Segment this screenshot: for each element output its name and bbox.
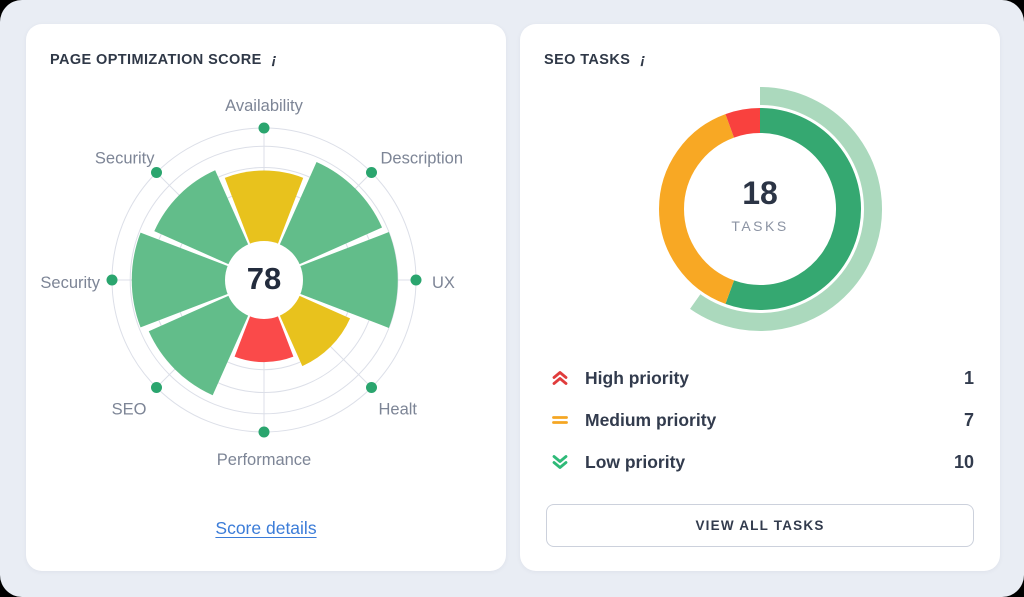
high-priority-row: High priority 1	[550, 357, 974, 399]
score-value: 78	[246, 261, 282, 296]
axis-dot	[106, 274, 118, 286]
score-sector-performance	[234, 280, 294, 363]
score-details-link[interactable]: Score details	[215, 518, 317, 538]
donut-halo-arc	[690, 87, 883, 331]
donut-segment-medium-priority	[659, 114, 735, 304]
page-optimization-score-card: PAGE OPTIMIZATION SCORE ¡ Availability De…	[26, 24, 506, 571]
score-sector-availability	[224, 170, 304, 280]
double-chevron-up-icon	[552, 371, 568, 385]
axis-label-performance: Performance	[217, 451, 311, 469]
priority-list: High priority 1 Medium priority 7 Low pr…	[550, 357, 974, 483]
score-hub	[225, 241, 303, 319]
axis-dot	[151, 167, 162, 178]
priority-value: 1	[963, 367, 974, 388]
seo-tasks-card: SEO TASKS ¡ 18 TASKS High priority 1	[520, 24, 1000, 571]
axis-dot	[410, 274, 422, 286]
info-icon[interactable]: ¡	[271, 51, 278, 68]
donut-segment-low-priority	[725, 108, 861, 310]
axis-label-seo: SEO	[112, 401, 147, 419]
axis-dot	[151, 382, 162, 393]
tasks-card-title-text: SEO TASKS	[544, 52, 631, 68]
tasks-total-label: TASKS	[731, 218, 789, 234]
axis-label-description: Description	[381, 150, 464, 168]
axis-dot	[366, 382, 377, 393]
view-all-tasks-button[interactable]: VIEW ALL TASKS	[546, 504, 974, 547]
axis-dot	[258, 426, 270, 438]
score-card-title-text: PAGE OPTIMIZATION SCORE	[50, 52, 262, 68]
score-sector-seo	[148, 280, 264, 396]
axis-label-security: Security	[95, 150, 155, 168]
donut-center: 18 TASKS	[660, 177, 860, 234]
info-icon[interactable]: ¡	[640, 51, 646, 68]
axis-label-security: Security	[40, 274, 100, 292]
priority-value: 10	[953, 451, 974, 472]
medium-priority-row: Medium priority 7	[550, 399, 974, 441]
priority-label: High priority	[585, 367, 690, 388]
axis-label-healt: Healt	[379, 401, 418, 419]
score-sector-security	[131, 232, 264, 328]
donut-segment-high-priority	[725, 108, 761, 138]
priority-value: 7	[963, 409, 974, 430]
axis-dot	[258, 122, 270, 134]
score-card-title: PAGE OPTIMIZATION SCORE ¡	[50, 51, 277, 68]
score-details-link-wrap: Score details	[26, 518, 506, 539]
double-bar-icon	[552, 416, 568, 424]
low-priority-row: Low priority 10	[550, 441, 974, 483]
priority-label: Low priority	[585, 451, 686, 472]
optimization-score-chart: Availability Description UX Healt Performanc…	[40, 97, 464, 469]
priority-label: Medium priority	[585, 409, 717, 430]
axis-label-availability: Availability	[225, 97, 303, 115]
axis-label-ux: UX	[432, 274, 455, 292]
tasks-card-title: SEO TASKS ¡	[544, 51, 646, 68]
score-sector-description	[264, 161, 383, 280]
score-sector-ux	[264, 232, 398, 328]
axis-dot	[366, 167, 377, 178]
tasks-total: 18	[742, 175, 778, 211]
double-chevron-down-icon	[552, 455, 568, 469]
tasks-donut-chart	[659, 87, 883, 331]
